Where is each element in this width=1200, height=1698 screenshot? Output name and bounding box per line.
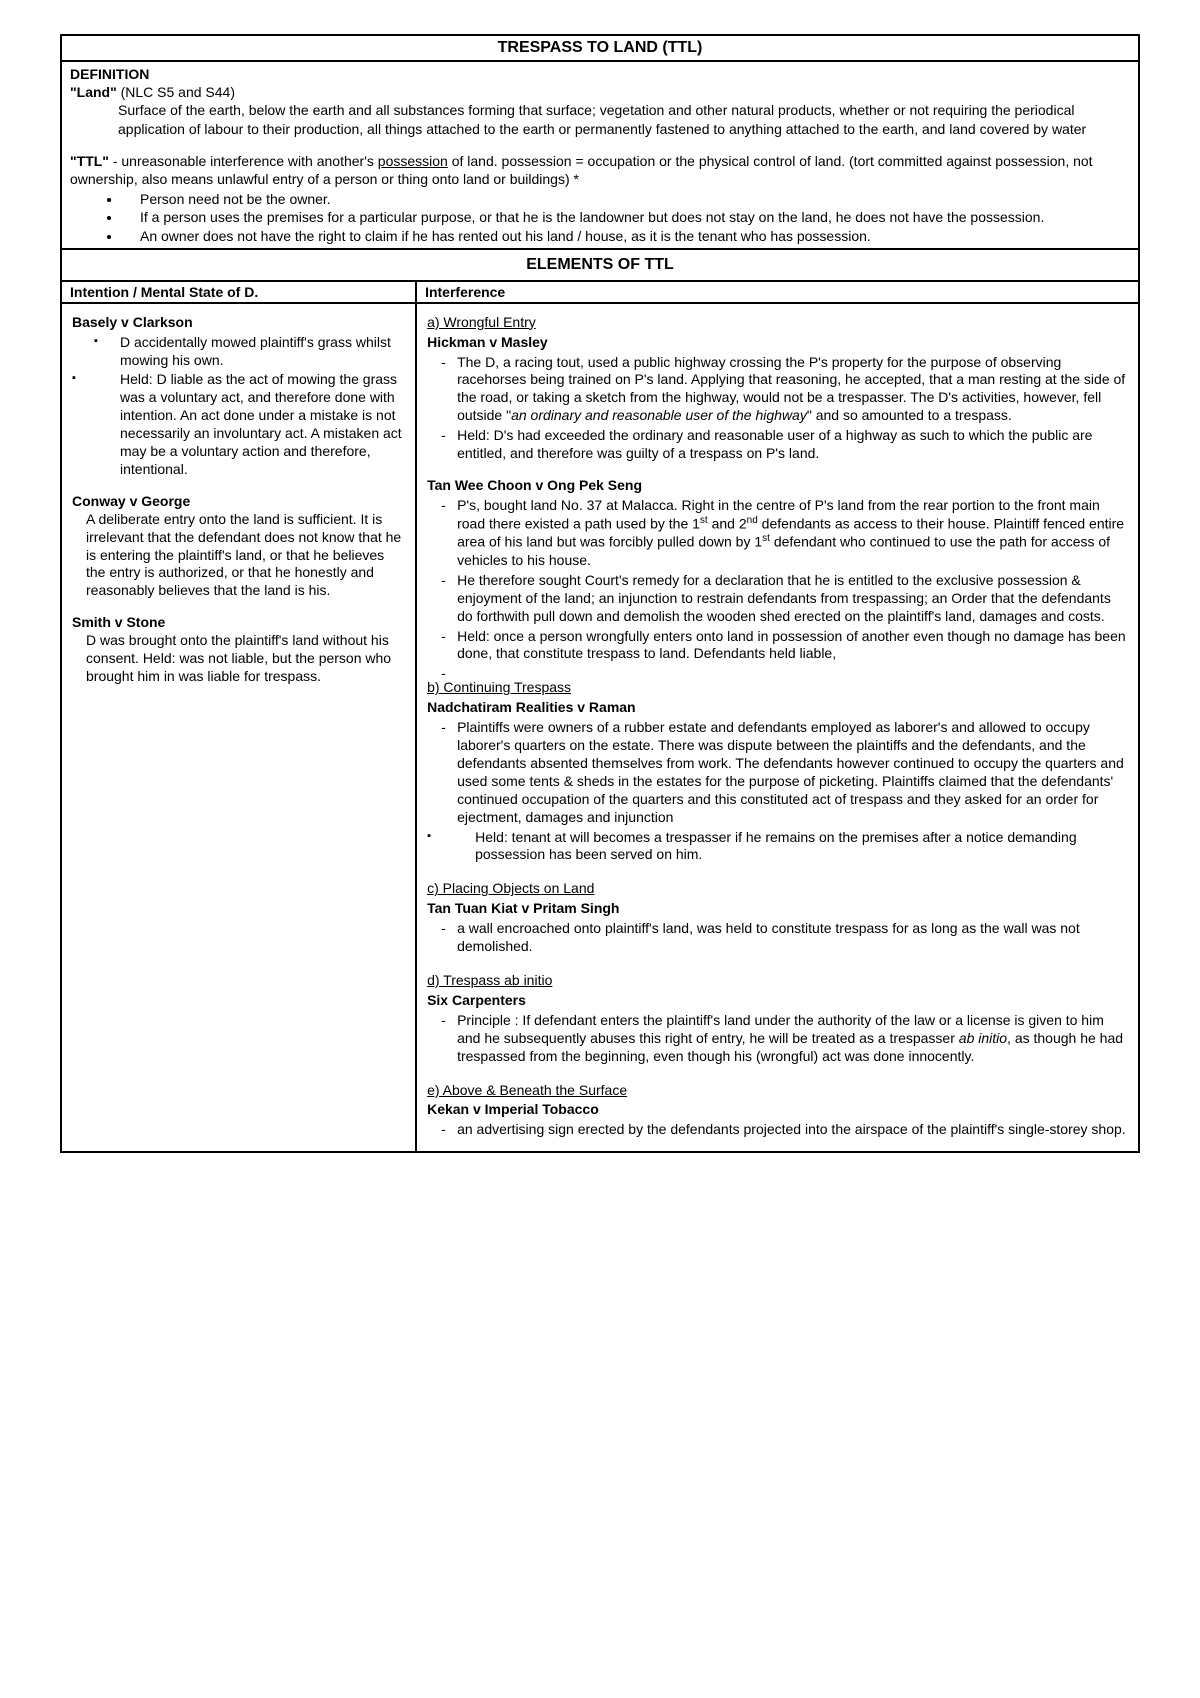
case-points: The D, a racing tout, used a public high…: [427, 354, 1128, 463]
definition-block: DEFINITION "Land" (NLC S5 and S44) Surfa…: [62, 62, 1138, 250]
list-item: If a person uses the premises for a part…: [122, 208, 1130, 226]
list-item: Principle : If defendant enters the plai…: [427, 1012, 1128, 1066]
right-column-body: a) Wrongful Entry Hickman v Masley The D…: [417, 304, 1138, 1152]
left-column-body: Basely v Clarkson D accidentally mowed p…: [62, 304, 415, 696]
ttl-possession-underlined: possession: [378, 153, 448, 169]
case-points: a wall encroached onto plaintiff's land,…: [427, 920, 1128, 956]
ttl-body-before: - unreasonable interference with another…: [109, 153, 378, 169]
case-points: Plaintiffs were owners of a rubber estat…: [427, 719, 1128, 826]
case-name: Tan Tuan Kiat v Pritam Singh: [427, 900, 1128, 918]
case-name: Basely v Clarkson: [72, 314, 405, 332]
list-item: Held: D liable as the act of mowing the …: [72, 371, 405, 478]
list-item: An owner does not have the right to clai…: [122, 227, 1130, 245]
elements-heading: ELEMENTS OF TTL: [62, 250, 1138, 282]
columns-wrap: Intention / Mental State of D. Basely v …: [62, 282, 1138, 1152]
list-item: an advertising sign erected by the defen…: [427, 1121, 1128, 1139]
list-item: Held: tenant at will becomes a trespasse…: [427, 829, 1128, 865]
land-definition-line: "Land" (NLC S5 and S44): [70, 83, 1130, 101]
case-points: P's, bought land No. 37 at Malacca. Righ…: [427, 497, 1128, 663]
left-column-heading: Intention / Mental State of D.: [62, 282, 415, 304]
case-name: Conway v George: [72, 493, 405, 511]
right-column-heading: Interference: [417, 282, 1138, 304]
spacer: [70, 138, 1130, 152]
section-title: c) Placing Objects on Land: [427, 880, 1128, 898]
case-body: D was brought onto the plaintiff's land …: [86, 632, 405, 686]
list-item: The D, a racing tout, used a public high…: [427, 354, 1128, 426]
section-title: e) Above & Beneath the Surface: [427, 1082, 1128, 1100]
section-title: d) Trespass ab initio: [427, 972, 1128, 990]
list-item: a wall encroached onto plaintiff's land,…: [427, 920, 1128, 956]
land-definition-body: Surface of the earth, below the earth an…: [118, 101, 1122, 137]
definition-heading: DEFINITION: [70, 65, 1130, 83]
land-label: "Land": [70, 84, 117, 100]
document-outer-border: TRESPASS TO LAND (TTL) DEFINITION "Land"…: [60, 34, 1140, 1153]
land-source: (NLC S5 and S44): [117, 84, 235, 100]
list-item: He therefore sought Court's remedy for a…: [427, 572, 1128, 626]
case-name: Nadchatiram Realities v Raman: [427, 699, 1128, 717]
list-item: Plaintiffs were owners of a rubber estat…: [427, 719, 1128, 826]
case-name: Six Carpenters: [427, 992, 1128, 1010]
ttl-label: "TTL": [70, 153, 109, 169]
list-item: Held: D's had exceeded the ordinary and …: [427, 427, 1128, 463]
ttl-definition-line: "TTL" - unreasonable interference with a…: [70, 152, 1130, 188]
case-name: Smith v Stone: [72, 614, 405, 632]
case-points: Principle : If defendant enters the plai…: [427, 1012, 1128, 1066]
section-title: a) Wrongful Entry: [427, 314, 1128, 332]
list-item: Person need not be the owner.: [122, 190, 1130, 208]
right-column: Interference a) Wrongful Entry Hickman v…: [417, 282, 1138, 1152]
case-name: Hickman v Masley: [427, 334, 1128, 352]
case-points: an advertising sign erected by the defen…: [427, 1121, 1128, 1139]
list-item: Held: once a person wrongfully enters on…: [427, 628, 1128, 664]
left-column: Intention / Mental State of D. Basely v …: [62, 282, 417, 1152]
page: TRESPASS TO LAND (TTL) DEFINITION "Land"…: [0, 0, 1200, 1153]
case-name: Tan Wee Choon v Ong Pek Seng: [427, 477, 1128, 495]
list-item: D accidentally mowed plaintiff's grass w…: [72, 334, 405, 370]
case-points-square: Held: tenant at will becomes a trespasse…: [427, 829, 1128, 865]
case-name: Kekan v Imperial Tobacco: [427, 1101, 1128, 1119]
list-item: P's, bought land No. 37 at Malacca. Righ…: [427, 497, 1128, 570]
document-title: TRESPASS TO LAND (TTL): [62, 36, 1138, 62]
section-title: b) Continuing Trespass: [427, 679, 1128, 697]
case-points: D accidentally mowed plaintiff's grass w…: [72, 334, 405, 479]
case-body: A deliberate entry onto the land is suff…: [86, 511, 405, 601]
ttl-bullet-list: Person need not be the owner. If a perso…: [70, 190, 1130, 245]
